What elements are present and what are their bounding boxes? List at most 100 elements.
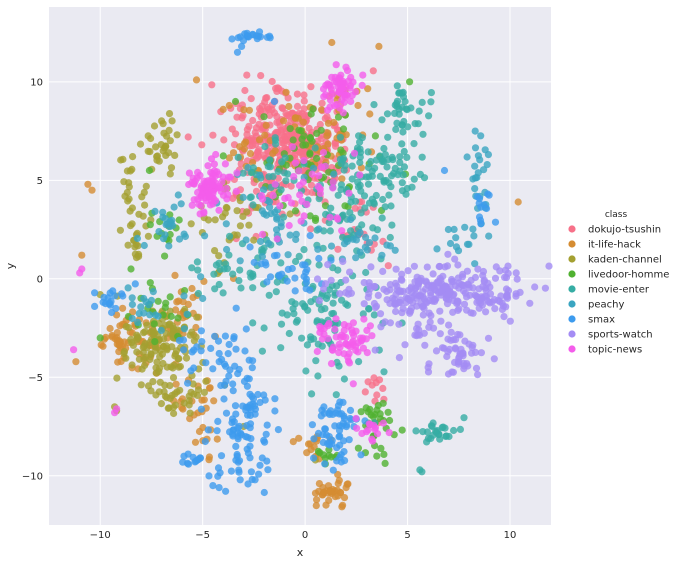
scatter-point	[174, 314, 182, 322]
x-tick-label: −10	[90, 530, 111, 541]
scatter-point	[339, 77, 347, 85]
scatter-point	[315, 225, 323, 233]
scatter-point	[176, 362, 184, 371]
scatter-point	[208, 193, 216, 201]
scatter-point	[202, 359, 210, 367]
scatter-point	[144, 132, 152, 140]
scatter-point	[144, 382, 153, 390]
scatter-point	[410, 262, 418, 270]
scatter-point	[238, 42, 246, 51]
scatter-point	[129, 153, 137, 161]
scatter-point	[329, 343, 337, 351]
scatter-point	[295, 434, 303, 442]
scatter-point	[385, 191, 393, 199]
scatter-point	[321, 425, 329, 433]
legend-label: livedoor-homme	[588, 270, 669, 281]
scatter-point	[311, 216, 320, 224]
scatter-point	[340, 375, 348, 383]
scatter-point	[327, 242, 336, 250]
scatter-point	[325, 433, 333, 441]
scatter-point	[133, 234, 141, 242]
scatter-point	[432, 295, 440, 303]
scatter-point	[364, 180, 373, 188]
scatter-point	[258, 192, 266, 200]
scatter-point	[480, 166, 488, 174]
scatter-point	[320, 330, 328, 338]
scatter-point	[369, 413, 377, 421]
scatter-point	[210, 397, 218, 405]
scatter-point	[352, 236, 360, 244]
scatter-point	[404, 123, 412, 131]
scatter-point	[368, 172, 376, 180]
scatter-point	[215, 349, 223, 358]
scatter-point	[224, 173, 233, 181]
scatter-point	[211, 216, 219, 224]
legend-item: peachy	[568, 300, 624, 311]
scatter-point	[474, 265, 482, 273]
scatter-point	[367, 263, 375, 271]
scatter-point	[324, 140, 332, 148]
scatter-point	[472, 364, 481, 372]
scatter-point	[233, 231, 241, 239]
scatter-point	[235, 277, 243, 285]
scatter-point	[383, 163, 391, 171]
scatter-point	[222, 487, 230, 495]
scatter-point	[463, 153, 471, 161]
scatter-point	[393, 99, 401, 108]
scatter-point	[370, 299, 378, 308]
scatter-point	[386, 286, 394, 294]
scatter-point	[198, 141, 206, 149]
scatter-point	[246, 243, 254, 251]
scatter-point	[356, 145, 364, 153]
scatter-point	[229, 149, 238, 157]
scatter-point	[171, 151, 179, 159]
scatter-point	[236, 257, 244, 265]
scatter-point	[91, 289, 99, 297]
scatter-point	[391, 300, 399, 308]
scatter-point	[200, 388, 208, 396]
scatter-point	[263, 33, 271, 41]
scatter-point	[344, 77, 353, 85]
scatter-point	[167, 363, 175, 371]
scatter-point	[285, 102, 293, 111]
scatter-point	[261, 143, 269, 151]
scatter-point	[336, 104, 344, 112]
scatter-point	[454, 330, 462, 339]
scatter-point	[268, 106, 276, 114]
scatter-point	[371, 234, 379, 242]
scatter-point	[134, 318, 142, 326]
scatter-point	[188, 264, 196, 272]
scatter-point	[385, 429, 393, 437]
scatter-point	[271, 407, 279, 415]
scatter-point	[504, 287, 513, 295]
scatter-point	[274, 426, 282, 434]
scatter-point	[364, 163, 373, 172]
scatter-point	[316, 449, 324, 457]
scatter-point	[163, 394, 171, 402]
scatter-point	[185, 401, 193, 409]
scatter-point	[322, 501, 330, 509]
scatter-point	[485, 232, 493, 240]
scatter-point	[266, 156, 274, 164]
scatter-point	[102, 333, 110, 341]
scatter-point	[460, 365, 468, 373]
scatter-point	[231, 402, 240, 410]
scatter-point	[132, 241, 140, 249]
scatter-point	[340, 166, 348, 174]
scatter-point	[471, 273, 479, 282]
scatter-point	[319, 85, 328, 93]
x-axis-label: x	[297, 546, 304, 559]
scatter-point	[484, 151, 492, 159]
scatter-point	[240, 106, 248, 114]
scatter-point	[310, 443, 318, 451]
scatter-point	[176, 386, 184, 394]
scatter-point	[266, 203, 274, 211]
scatter-point	[210, 270, 218, 278]
scatter-point	[125, 324, 133, 332]
scatter-point	[150, 320, 158, 328]
scatter-point	[193, 391, 202, 399]
scatter-point	[249, 158, 257, 167]
scatter-point	[266, 111, 274, 119]
scatter-point	[128, 294, 136, 302]
scatter-point	[354, 183, 363, 191]
